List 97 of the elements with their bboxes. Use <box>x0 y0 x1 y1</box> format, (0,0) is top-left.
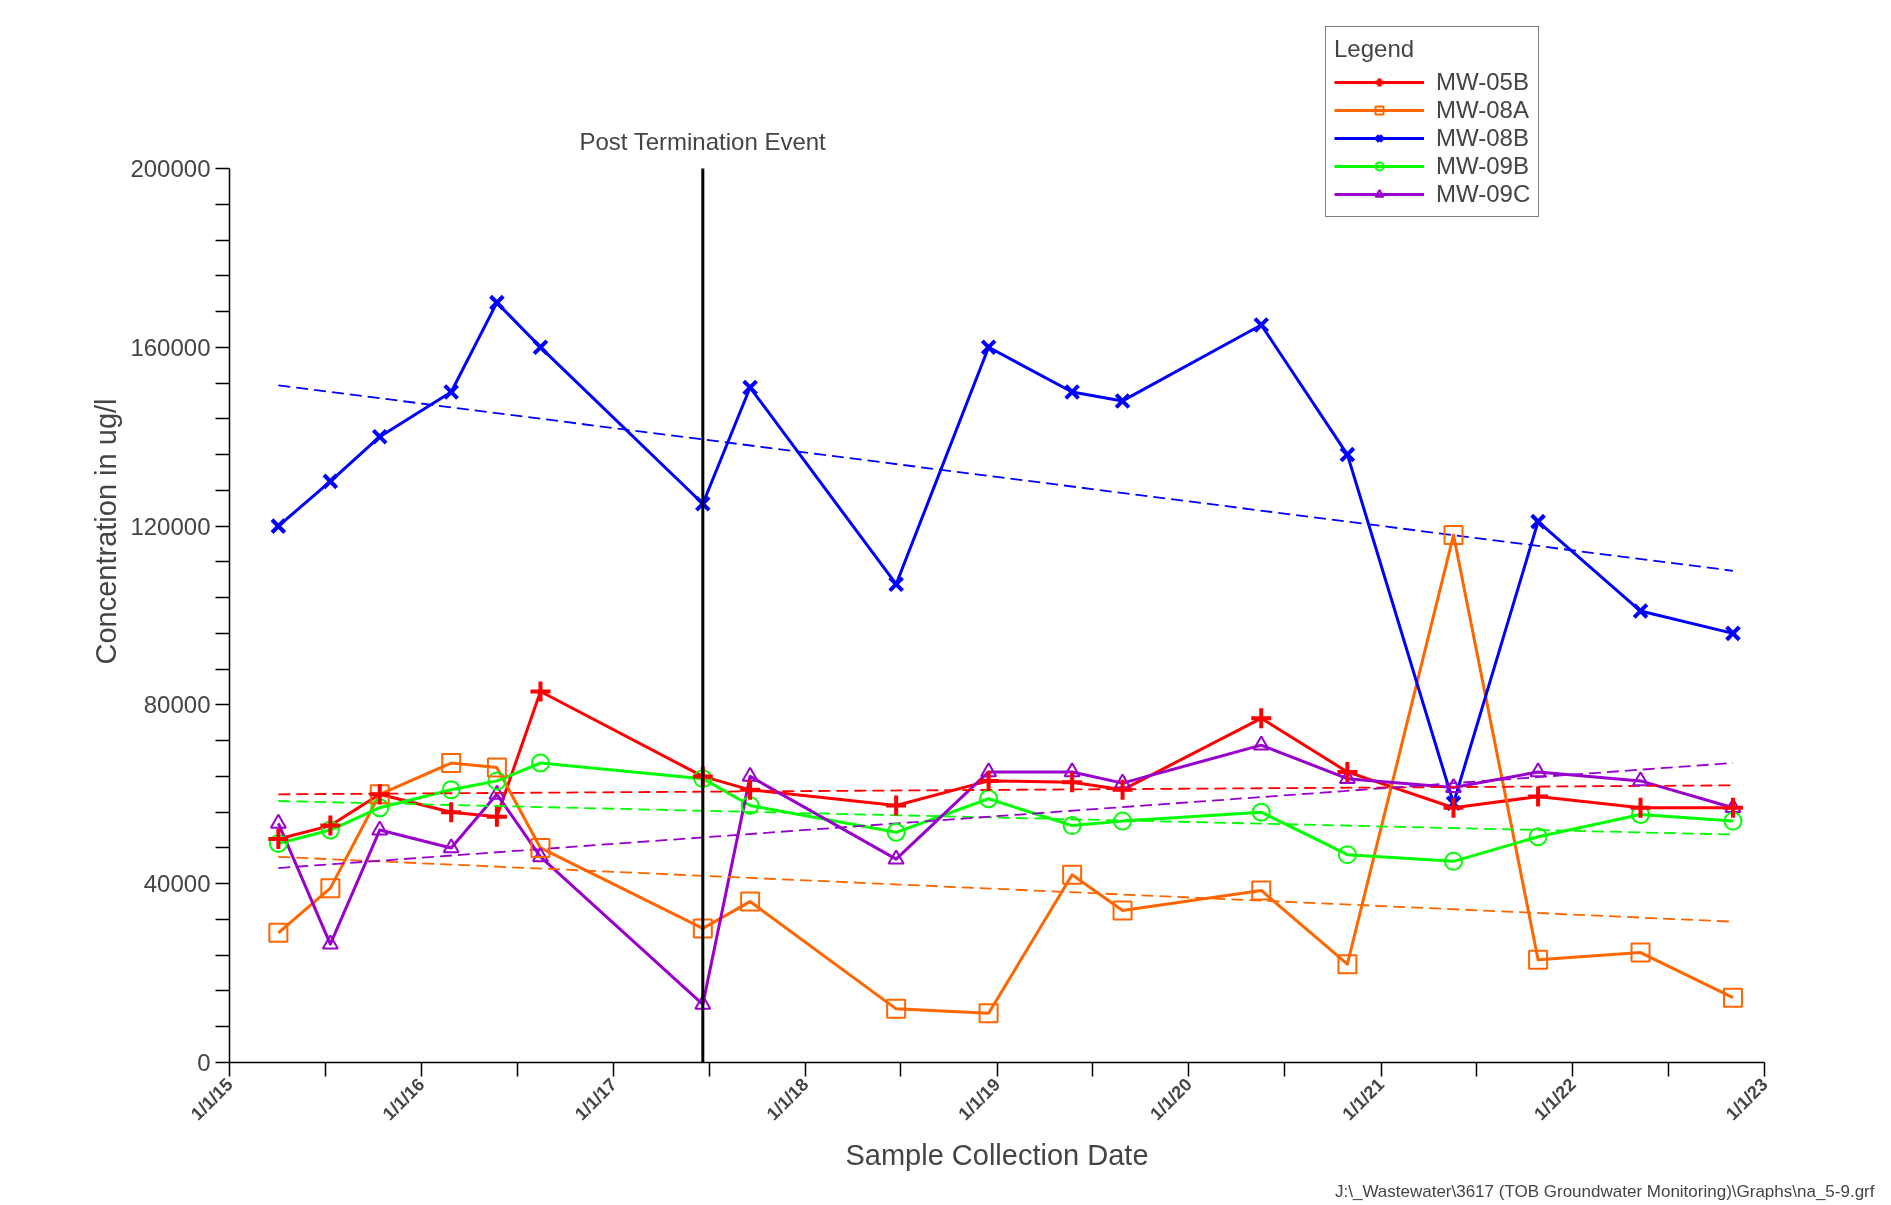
point <box>694 994 712 1010</box>
point <box>1110 777 1135 802</box>
point <box>1526 784 1551 809</box>
point <box>528 679 553 704</box>
point <box>886 998 907 1019</box>
point <box>442 838 460 854</box>
point <box>486 757 507 778</box>
text: J:\_Wastewater\3617 (TOB Groundwater Monitoring)\Graphs\na_5-9.grf <box>1334 1181 1875 1201</box>
point <box>1252 735 1270 751</box>
point <box>692 918 713 939</box>
point <box>322 473 339 490</box>
point <box>1249 706 1274 731</box>
point <box>1722 987 1743 1008</box>
point <box>1441 795 1466 820</box>
point <box>441 753 462 774</box>
point <box>320 878 341 899</box>
point <box>1443 525 1464 546</box>
legend-label: MW-08B <box>1436 124 1529 152</box>
point <box>1628 795 1653 820</box>
point <box>741 379 759 396</box>
point <box>693 769 713 789</box>
point <box>976 768 1001 793</box>
point <box>320 820 340 840</box>
point <box>266 827 291 851</box>
point <box>1114 773 1132 789</box>
point <box>1337 845 1357 865</box>
point <box>318 813 343 838</box>
y-tick-label: 80000 <box>143 691 211 719</box>
point <box>484 804 509 829</box>
point <box>1632 602 1649 620</box>
point <box>488 294 506 311</box>
point <box>980 762 998 778</box>
point <box>1251 802 1271 822</box>
point <box>371 428 389 446</box>
point <box>1335 759 1360 784</box>
point <box>979 789 999 809</box>
point <box>1632 771 1650 787</box>
point <box>268 833 288 853</box>
y-axis-title: Concentration in ug/l <box>90 398 123 665</box>
point <box>980 338 997 356</box>
point <box>886 822 906 842</box>
point <box>488 784 506 800</box>
point <box>740 891 761 912</box>
ref-line-label: Post Termination Event <box>579 127 827 155</box>
point <box>321 934 339 950</box>
point <box>532 338 549 356</box>
point <box>978 1003 999 1024</box>
legend-label: MW-09B <box>1436 152 1529 180</box>
point <box>1444 851 1464 871</box>
point <box>1113 811 1133 831</box>
point <box>370 798 390 818</box>
point <box>269 813 287 829</box>
point <box>1529 762 1547 778</box>
point <box>1062 864 1083 885</box>
point <box>1252 316 1270 334</box>
y-tick-label: 0 <box>197 1049 211 1076</box>
point <box>1063 762 1081 778</box>
point <box>1529 513 1547 530</box>
point <box>1114 392 1131 410</box>
y-tick-label: 120000 <box>130 512 211 540</box>
point <box>738 777 763 802</box>
point <box>442 383 460 401</box>
point <box>530 837 551 858</box>
y-tick-label: 160000 <box>130 333 211 361</box>
y-tick-label: 40000 <box>143 870 211 898</box>
point <box>1720 795 1745 820</box>
point <box>530 753 550 773</box>
point <box>1337 954 1358 975</box>
point <box>1630 942 1651 963</box>
point <box>531 847 549 863</box>
legend-label: MW-05B <box>1436 68 1529 96</box>
point <box>1723 811 1743 831</box>
point <box>371 820 389 836</box>
legend-title: Legend <box>1334 35 1416 63</box>
point <box>887 849 905 865</box>
point <box>1724 625 1742 642</box>
point <box>1063 383 1081 401</box>
point <box>740 795 760 815</box>
point <box>487 771 507 791</box>
point <box>441 780 461 800</box>
point <box>1528 827 1548 847</box>
y-tick-label: 200000 <box>130 155 211 182</box>
point <box>1339 446 1356 463</box>
point <box>269 517 287 535</box>
point <box>1528 949 1549 970</box>
point <box>1060 770 1085 795</box>
point <box>884 793 909 818</box>
x-axis-title: Sample Collection Date <box>845 1139 1149 1172</box>
point <box>268 922 289 943</box>
point <box>1251 880 1272 901</box>
legend-label: MW-08A <box>1436 96 1529 124</box>
point <box>1631 804 1651 824</box>
point <box>439 800 464 825</box>
point <box>1112 900 1133 921</box>
legend-label: MW-09C <box>1436 180 1531 208</box>
point <box>1062 816 1082 836</box>
point <box>887 575 905 593</box>
